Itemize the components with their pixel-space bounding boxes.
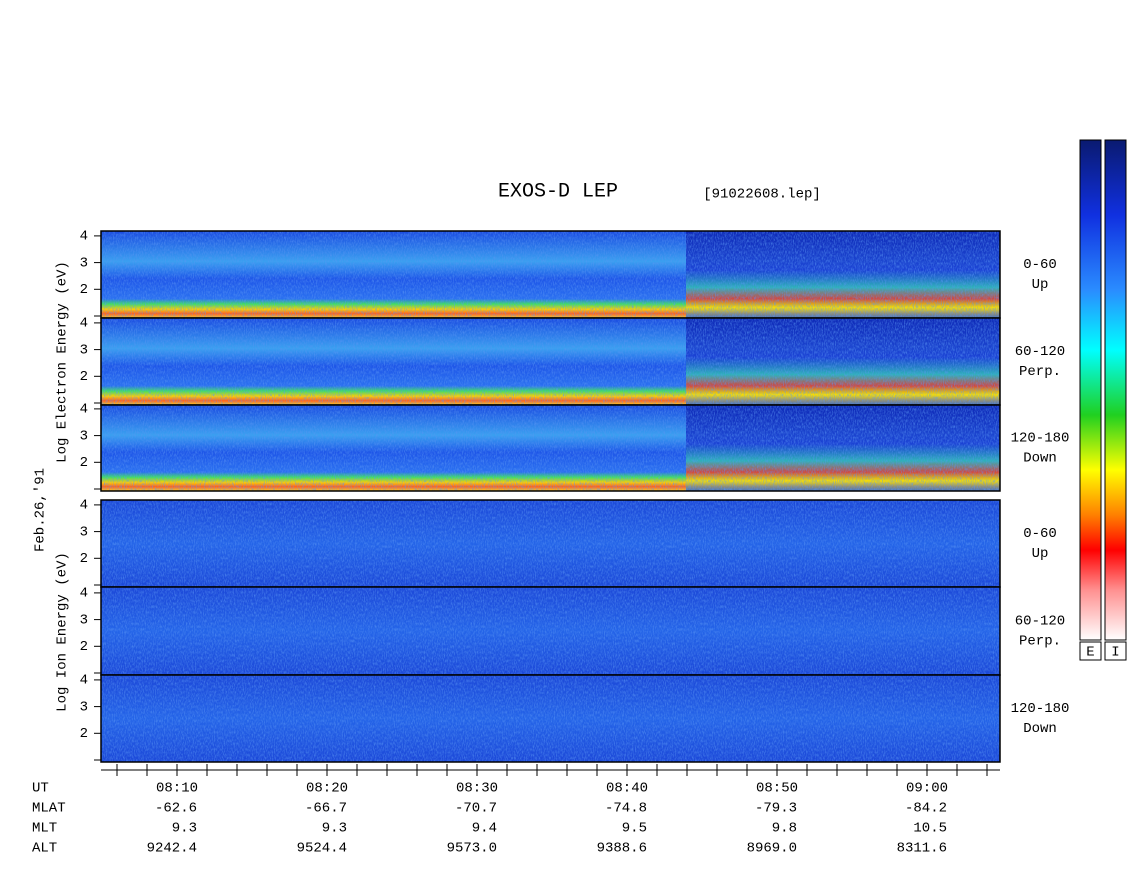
x-axis	[101, 764, 1000, 776]
row-name: MLT	[32, 821, 57, 837]
row-value: 08:20	[306, 781, 348, 797]
y-tick-label: 3	[80, 699, 88, 715]
row-value: 08:40	[606, 781, 648, 797]
angle-label: 120-180	[1011, 701, 1070, 717]
y-tick-label: 2	[80, 726, 88, 742]
row-value: 08:50	[756, 781, 798, 797]
row-value: 9.3	[172, 821, 197, 837]
colorbar	[1079, 139, 1102, 641]
row-value: 8311.6	[897, 841, 947, 857]
row-value: 9.8	[772, 821, 797, 837]
row-value: 09:00	[906, 781, 948, 797]
date-label: Feb.26,'91	[33, 468, 49, 552]
row-name: ALT	[32, 841, 57, 857]
y-tick-label: 4	[80, 673, 88, 689]
row-value: -74.8	[605, 801, 647, 817]
y-tick-label: 4	[80, 316, 88, 332]
row-value: 9242.4	[147, 841, 197, 857]
angle-label: 60-120	[1015, 344, 1065, 360]
title: EXOS-D LEP	[498, 180, 618, 203]
row-value: -62.6	[155, 801, 197, 817]
row-value: 8969.0	[747, 841, 797, 857]
file-name: [91022608.lep]	[703, 187, 821, 203]
spectrogram-noise	[101, 675, 1000, 762]
direction-label: Up	[1032, 277, 1049, 293]
spectrogram-noise	[101, 231, 1000, 318]
colorbar-box	[1079, 641, 1102, 661]
spectrogram-noise	[101, 587, 1000, 675]
y-tick-label: 4	[80, 402, 88, 418]
angle-label: 120-180	[1011, 431, 1070, 447]
y-tick-label: 2	[80, 551, 88, 567]
electron-axis-label: Log Electron Energy (eV)	[55, 261, 71, 463]
panels: 2 3 4 0-60 Up 2 3 4 60-120 Perp. 2 3 4 120-180 Down 2 3 4…	[80, 229, 1070, 763]
row-name: UT	[32, 781, 49, 797]
y-tick-label: 4	[80, 498, 88, 514]
panel-frame	[100, 404, 1001, 492]
y-tick-label: 3	[80, 342, 88, 358]
row-value: 9573.0	[447, 841, 497, 857]
y-tick-label: 4	[80, 586, 88, 602]
panel-frame	[100, 674, 1001, 763]
spectrogram-noise	[101, 500, 1000, 587]
spectrogram-noise	[101, 318, 1000, 405]
direction-label: Perp.	[1019, 634, 1061, 650]
direction-label: Up	[1032, 546, 1049, 562]
y-tick-label: 3	[80, 524, 88, 540]
angle-label: 0-60	[1023, 257, 1057, 273]
y-tick-label: 3	[80, 428, 88, 444]
colorbar-label: E	[1086, 645, 1094, 661]
y-tick-label: 4	[80, 229, 88, 245]
row-value: -79.3	[755, 801, 797, 817]
direction-label: Down	[1023, 721, 1057, 737]
y-tick-label: 2	[80, 455, 88, 471]
colorbar-box	[1104, 641, 1127, 661]
row-value: 08:10	[156, 781, 198, 797]
orbit-table: UT 08:10 08:20 08:30 08:40 08:50 09:00 MLAT -62.…	[32, 781, 948, 857]
row-value: 9.5	[622, 821, 647, 837]
spectrogram-noise	[101, 405, 1000, 491]
row-value: -84.2	[905, 801, 947, 817]
row-value: -70.7	[455, 801, 497, 817]
direction-label: Perp.	[1019, 364, 1061, 380]
y-tick-label: 3	[80, 255, 88, 271]
direction-label: Down	[1023, 451, 1057, 467]
row-value: 9388.6	[597, 841, 647, 857]
row-name: MLAT	[32, 801, 66, 817]
angle-label: 0-60	[1023, 526, 1057, 542]
ion-axis-label: Log Ion Energy (eV)	[55, 552, 71, 712]
y-tick-label: 2	[80, 369, 88, 385]
y-tick-label: 2	[80, 639, 88, 655]
row-value: 9.3	[322, 821, 347, 837]
y-tick-label: 2	[80, 282, 88, 298]
colorbar	[1104, 139, 1127, 641]
row-value: 08:30	[456, 781, 498, 797]
row-value: 10.5	[913, 821, 947, 837]
row-value: 9524.4	[297, 841, 347, 857]
angle-label: 60-120	[1015, 614, 1065, 630]
row-value: -66.7	[305, 801, 347, 817]
colorbar-label: I	[1111, 645, 1119, 661]
y-tick-label: 3	[80, 612, 88, 628]
row-value: 9.4	[472, 821, 497, 837]
